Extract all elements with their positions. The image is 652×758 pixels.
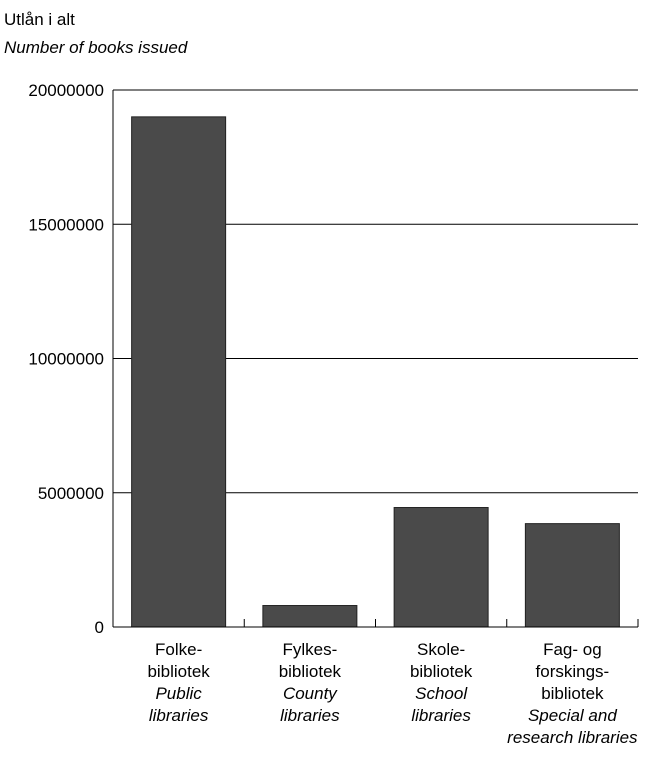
- chart-title-norwegian: Utlån i alt: [4, 10, 75, 29]
- category-label: Skole-: [417, 640, 465, 659]
- bar: [524, 523, 620, 628]
- y-tick-label: 10000000: [28, 350, 104, 369]
- category-label-english: County: [283, 684, 338, 703]
- category-label-english: libraries: [280, 706, 340, 725]
- category-label: bibliotek: [410, 662, 473, 681]
- y-tick-label: 15000000: [28, 215, 104, 234]
- y-tick-label: 5000000: [38, 484, 104, 503]
- category-label-english: School: [415, 684, 468, 703]
- category-label: bibliotek: [279, 662, 342, 681]
- category-label: bibliotek: [541, 684, 604, 703]
- bar: [393, 507, 489, 628]
- category-label-english: libraries: [149, 706, 209, 725]
- bar: [262, 605, 358, 628]
- category-label-english: Special and: [528, 706, 617, 725]
- y-tick-labels: 0 5000000 10000000 15000000 20000000: [28, 81, 104, 637]
- bar: [131, 116, 227, 628]
- category-label: bibliotek: [147, 662, 210, 681]
- y-tick-label: 20000000: [28, 81, 104, 100]
- category-label-english: research libraries: [507, 728, 638, 747]
- category-label-english: libraries: [411, 706, 471, 725]
- axes: [112, 90, 639, 628]
- x-category-labels: Folke-bibliotek Public libraries Fylkes-bib…: [147, 640, 638, 747]
- category-label: forskings-: [536, 662, 610, 681]
- chart-title-english: Number of books issued: [4, 38, 188, 57]
- category-label: Fylkes-: [282, 640, 337, 659]
- category-label: Fag- og: [543, 640, 602, 659]
- category-label: Folke-: [155, 640, 202, 659]
- category-label-english: Public: [155, 684, 202, 703]
- bars: [131, 116, 620, 628]
- y-tick-label: 0: [95, 618, 104, 637]
